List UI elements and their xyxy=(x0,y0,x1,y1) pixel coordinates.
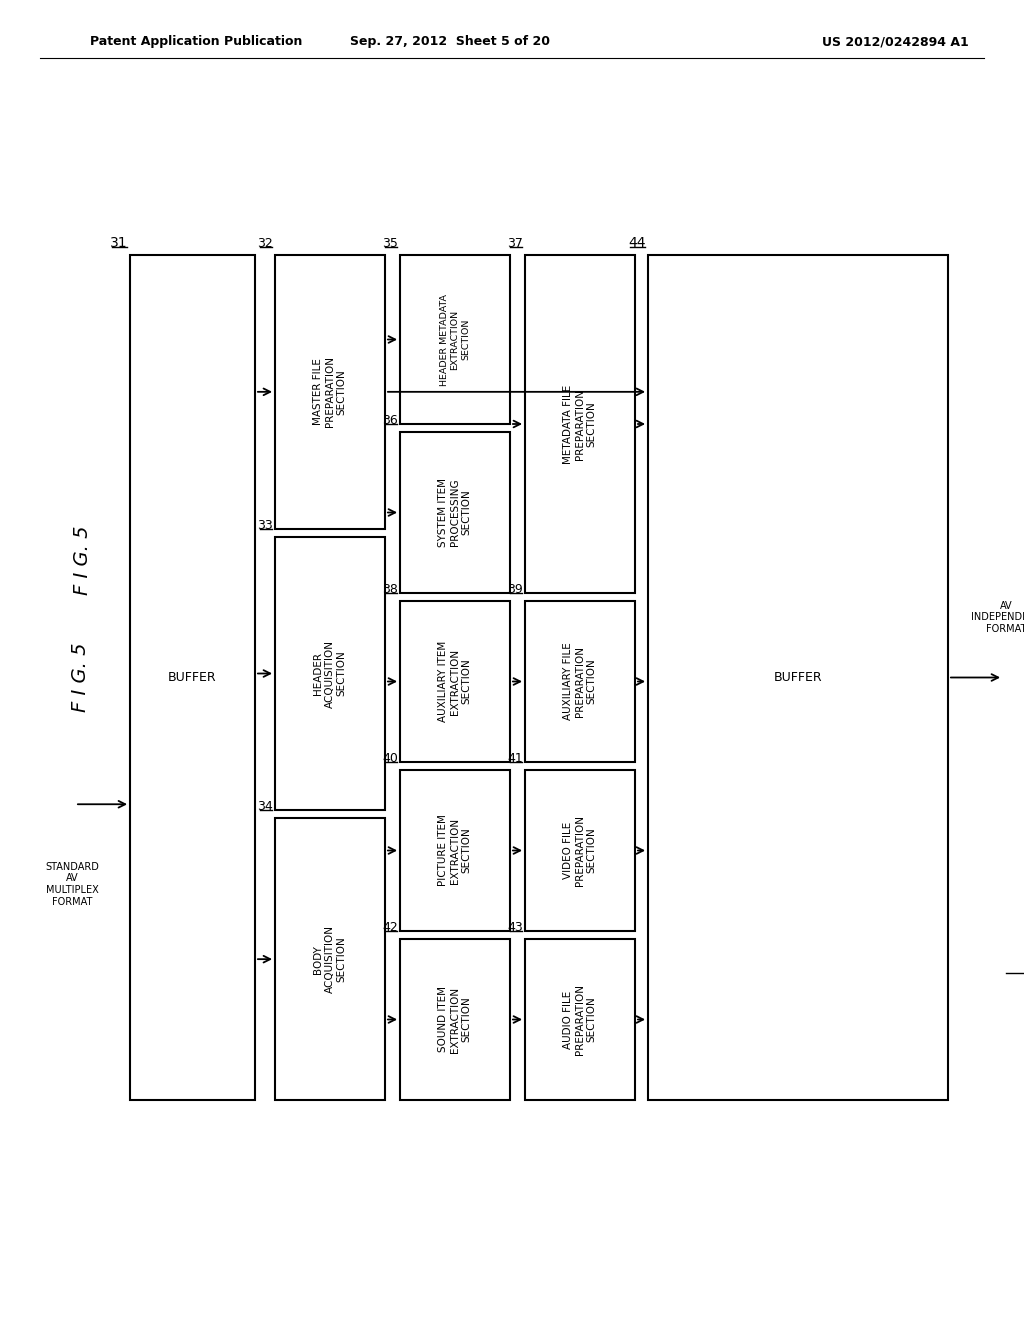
Bar xyxy=(275,818,385,1100)
Bar xyxy=(400,255,510,424)
Text: AUXILIARY ITEM
EXTRACTION
SECTION: AUXILIARY ITEM EXTRACTION SECTION xyxy=(438,642,472,722)
Bar xyxy=(525,770,635,931)
Bar xyxy=(400,601,510,762)
Text: 42: 42 xyxy=(382,921,398,935)
Text: PICTURE ITEM
EXTRACTION
SECTION: PICTURE ITEM EXTRACTION SECTION xyxy=(438,814,472,887)
Text: 44: 44 xyxy=(629,236,646,249)
Text: VIDEO FILE
PREPARATION
SECTION: VIDEO FILE PREPARATION SECTION xyxy=(563,814,597,886)
Text: 35: 35 xyxy=(382,238,398,249)
Text: 37: 37 xyxy=(507,238,523,249)
Text: BODY
ACQUISITION
SECTION: BODY ACQUISITION SECTION xyxy=(313,925,346,993)
Text: 33: 33 xyxy=(257,519,273,532)
Text: 43: 43 xyxy=(507,921,523,935)
Text: AV
INDEPENDENT
FORMAT: AV INDEPENDENT FORMAT xyxy=(971,601,1024,634)
Text: F I G. 5: F I G. 5 xyxy=(73,525,91,595)
Text: SYSTEM ITEM
PROCESSING
SECTION: SYSTEM ITEM PROCESSING SECTION xyxy=(438,478,472,546)
Bar xyxy=(275,537,385,810)
Text: 34: 34 xyxy=(257,800,273,813)
Text: 36: 36 xyxy=(382,414,398,426)
Bar xyxy=(525,601,635,762)
Text: 39: 39 xyxy=(507,583,523,597)
Bar xyxy=(525,255,635,593)
Bar xyxy=(130,255,255,1100)
Text: 38: 38 xyxy=(382,583,398,597)
Text: Patent Application Publication: Patent Application Publication xyxy=(90,36,302,49)
Text: STANDARD
AV
MULTIPLEX
FORMAT: STANDARD AV MULTIPLEX FORMAT xyxy=(45,862,99,907)
Text: HEADER METADATA
EXTRACTION
SECTION: HEADER METADATA EXTRACTION SECTION xyxy=(440,293,470,385)
Text: F I G. 5: F I G. 5 xyxy=(71,643,89,713)
Text: HEADER
ACQUISITION
SECTION: HEADER ACQUISITION SECTION xyxy=(313,639,346,708)
Text: AUDIO FILE
PREPARATION
SECTION: AUDIO FILE PREPARATION SECTION xyxy=(563,983,597,1055)
Bar xyxy=(275,255,385,529)
Text: METADATA FILE
PREPARATION
SECTION: METADATA FILE PREPARATION SECTION xyxy=(563,384,597,463)
Text: 32: 32 xyxy=(257,238,273,249)
Bar xyxy=(648,255,948,1100)
Text: 31: 31 xyxy=(111,236,128,249)
Text: BUFFER: BUFFER xyxy=(168,671,217,684)
Text: 40: 40 xyxy=(382,752,398,766)
Bar xyxy=(400,939,510,1100)
Text: Sep. 27, 2012  Sheet 5 of 20: Sep. 27, 2012 Sheet 5 of 20 xyxy=(350,36,550,49)
Bar xyxy=(525,939,635,1100)
Bar xyxy=(400,770,510,931)
Text: MASTER FILE
PREPARATION
SECTION: MASTER FILE PREPARATION SECTION xyxy=(313,356,346,428)
Text: AUXILIARY FILE
PREPARATION
SECTION: AUXILIARY FILE PREPARATION SECTION xyxy=(563,643,597,721)
Text: SOUND ITEM
EXTRACTION
SECTION: SOUND ITEM EXTRACTION SECTION xyxy=(438,986,472,1052)
Text: US 2012/0242894 A1: US 2012/0242894 A1 xyxy=(821,36,969,49)
Bar xyxy=(400,432,510,593)
Text: 41: 41 xyxy=(507,752,523,766)
Text: BUFFER: BUFFER xyxy=(774,671,822,684)
